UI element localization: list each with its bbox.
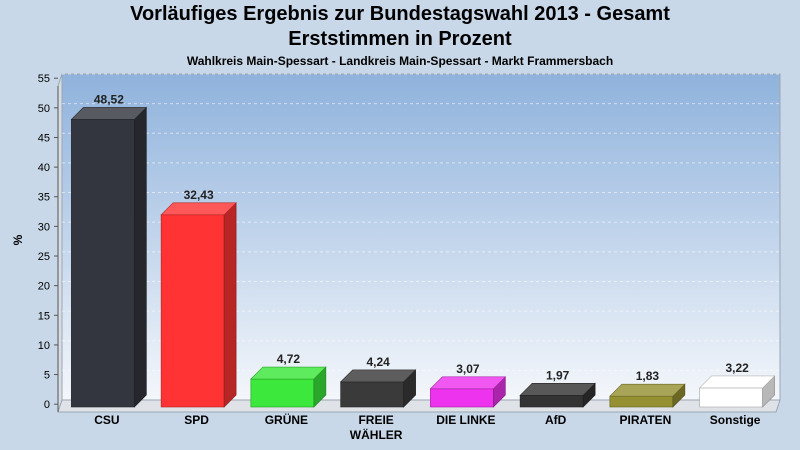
bar-top[interactable] <box>698 375 776 389</box>
y-tick-label: 35 <box>38 192 50 204</box>
x-tick-label: Sonstige <box>710 413 761 427</box>
x-tick-label: CSU <box>94 413 119 427</box>
plot-side-wall <box>57 73 63 413</box>
y-tick-label: 45 <box>38 132 50 144</box>
chart-subtitle: Erststimmen in Prozent <box>288 28 512 50</box>
x-tick-label-line: WÄHLER <box>350 427 403 442</box>
bar-front[interactable] <box>430 388 494 408</box>
x-tick-label-line: FREIE <box>358 413 393 427</box>
bar-top[interactable] <box>70 107 148 120</box>
bar-7[interactable] <box>609 383 686 408</box>
bar-side[interactable] <box>134 106 147 408</box>
x-tick-label-line: AfD <box>545 413 567 427</box>
x-tick-label-line: DIE LINKE <box>436 413 495 427</box>
data-label: 4,24 <box>366 355 390 369</box>
x-tick-label-line: Sonstige <box>710 413 761 427</box>
y-tick-label: 50 <box>38 103 50 115</box>
bar-4[interactable] <box>339 369 417 408</box>
bar-front[interactable] <box>71 119 135 408</box>
x-tick-label: GRÜNE <box>265 412 308 427</box>
data-label: 3,22 <box>725 361 749 375</box>
bar-2[interactable] <box>160 202 237 408</box>
bar-front[interactable] <box>519 395 584 408</box>
x-tick-label-line: PIRATEN <box>619 413 671 427</box>
bar-top[interactable] <box>339 369 417 383</box>
y-tick-label: 40 <box>38 162 50 174</box>
bar-top[interactable] <box>160 202 237 216</box>
chart-caption: Wahlkreis Main-Spessart - Landkreis Main… <box>186 54 614 68</box>
x-tick-label: AfD <box>545 413 567 427</box>
bar-3[interactable] <box>250 366 327 408</box>
chart-title: Vorläufiges Ergebnis zur Bundestagswahl … <box>130 3 670 25</box>
y-tick-label: 25 <box>38 251 50 263</box>
bar-8[interactable] <box>698 375 776 408</box>
x-tick-label: PIRATEN <box>619 413 671 427</box>
y-tick-label: 0 <box>44 399 50 411</box>
x-tick-label: FREIE WÄHLER <box>350 413 403 442</box>
bar-front[interactable] <box>160 214 225 408</box>
bar-front[interactable] <box>699 387 763 408</box>
plot-floor <box>57 399 781 413</box>
x-tick-label-line: GRÜNE <box>265 412 308 427</box>
bar-top[interactable] <box>609 383 686 397</box>
data-label: 1,97 <box>546 368 570 382</box>
bar-top[interactable] <box>250 366 327 380</box>
bar-1[interactable] <box>70 106 148 408</box>
bar-top[interactable] <box>429 376 507 390</box>
y-tick-label: 55 <box>38 73 50 85</box>
bar-side[interactable] <box>223 202 237 408</box>
bar-front[interactable] <box>250 378 315 408</box>
y-tick-label: 20 <box>38 281 50 293</box>
x-tick-label-line: SPD <box>184 413 209 427</box>
y-tick-label: 15 <box>38 310 50 322</box>
data-label: 4,72 <box>277 352 301 366</box>
bar-front[interactable] <box>340 381 404 408</box>
x-tick-label: SPD <box>184 413 209 427</box>
x-tick-label: DIE LINKE <box>436 413 495 427</box>
bar-front[interactable] <box>609 395 674 408</box>
y-tick-label: 10 <box>38 340 50 352</box>
bar-6[interactable] <box>519 382 596 408</box>
y-axis-label: % <box>11 234 25 245</box>
y-tick-label: 30 <box>38 221 50 233</box>
data-label: 32,43 <box>184 188 214 202</box>
y-tick-label: 5 <box>44 370 50 382</box>
bar-top[interactable] <box>519 383 596 396</box>
data-label: 3,07 <box>456 362 480 376</box>
bar-5[interactable] <box>429 376 507 408</box>
data-label: 48,52 <box>94 92 124 106</box>
x-tick-label-line: CSU <box>94 413 119 427</box>
data-label: 1,83 <box>636 369 660 383</box>
